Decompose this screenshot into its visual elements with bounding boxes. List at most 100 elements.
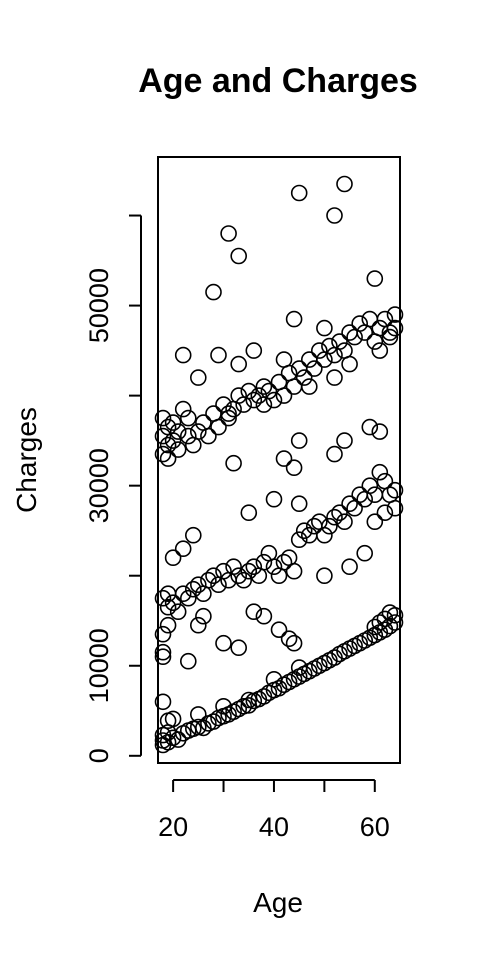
data-points	[154, 175, 404, 754]
data-point	[164, 594, 182, 612]
data-point	[245, 603, 263, 621]
data-point	[174, 400, 192, 418]
data-point	[336, 513, 353, 531]
data-point	[275, 351, 293, 368]
data-point	[290, 184, 308, 202]
data-point	[341, 355, 358, 373]
data-point	[371, 423, 389, 440]
data-point	[159, 436, 177, 454]
data-point	[300, 351, 318, 368]
data-point	[316, 567, 333, 585]
data-point	[321, 517, 338, 535]
data-point	[285, 562, 303, 580]
data-point	[154, 427, 172, 445]
data-point	[331, 333, 348, 350]
y-tick-label: 50000	[84, 268, 114, 343]
data-point	[336, 432, 353, 449]
y-axis: 0 10000 30000 50000	[84, 214, 142, 763]
data-point	[159, 598, 177, 616]
data-point	[230, 387, 247, 404]
data-point	[220, 409, 237, 427]
data-point	[310, 342, 328, 359]
data-point	[341, 558, 358, 576]
data-point	[180, 589, 197, 607]
y-tick-label: 30000	[84, 448, 114, 523]
data-point	[295, 522, 313, 540]
data-point	[386, 306, 404, 323]
y-tick-label: 0	[84, 748, 114, 763]
data-point	[336, 175, 353, 193]
data-point	[255, 607, 273, 625]
data-point	[230, 639, 247, 657]
y-tick-label: 10000	[84, 628, 114, 703]
data-point	[180, 409, 197, 427]
data-point	[285, 459, 303, 477]
data-point	[250, 387, 268, 404]
y-axis-label: Charges	[11, 407, 42, 513]
data-point	[190, 616, 207, 634]
data-point	[265, 391, 283, 409]
data-point	[154, 409, 172, 427]
data-point	[326, 508, 343, 526]
data-point	[225, 454, 242, 472]
data-point	[240, 562, 258, 580]
data-point	[290, 531, 308, 549]
data-point	[154, 648, 172, 666]
data-point	[290, 432, 308, 449]
data-point	[351, 315, 369, 332]
data-point	[154, 625, 172, 643]
data-point	[240, 504, 258, 522]
data-point	[154, 589, 172, 607]
data-point	[275, 553, 293, 571]
data-point	[169, 441, 187, 458]
data-point	[366, 618, 384, 636]
data-point	[290, 495, 308, 513]
data-point	[361, 418, 379, 436]
data-point	[371, 463, 389, 481]
data-point	[240, 382, 258, 400]
chart-title: Age and Charges	[138, 62, 418, 100]
data-point	[220, 405, 237, 422]
data-point	[285, 310, 303, 328]
data-point	[381, 328, 399, 346]
data-point	[174, 540, 192, 558]
data-point	[240, 691, 258, 709]
data-point	[190, 706, 207, 723]
data-point	[290, 360, 308, 377]
data-point	[265, 558, 283, 576]
x-axis: 20 40 60	[158, 779, 390, 842]
data-point	[376, 610, 394, 628]
data-point	[316, 319, 333, 337]
data-point	[245, 558, 263, 576]
data-point	[265, 670, 283, 688]
data-point	[200, 427, 217, 445]
data-point	[366, 513, 384, 531]
data-point	[245, 391, 263, 409]
data-point	[376, 504, 394, 522]
data-point	[230, 567, 247, 585]
data-point	[331, 504, 348, 522]
data-point	[371, 342, 389, 359]
data-point	[205, 567, 222, 585]
data-point	[386, 481, 404, 499]
data-point	[305, 360, 323, 377]
data-point	[386, 319, 404, 337]
data-point	[215, 697, 232, 715]
data-point	[205, 283, 222, 301]
data-point	[326, 207, 343, 224]
x-tick-label: 60	[360, 812, 390, 842]
data-point	[220, 225, 237, 242]
data-point	[154, 445, 172, 463]
data-point	[195, 607, 212, 625]
x-axis-label: Age	[253, 887, 303, 918]
data-point	[280, 630, 298, 648]
data-point	[285, 378, 303, 395]
data-point	[190, 423, 207, 440]
data-point	[386, 499, 404, 517]
data-point	[275, 450, 293, 467]
data-point	[190, 576, 207, 594]
data-point	[366, 270, 384, 287]
data-point	[326, 369, 343, 386]
data-point	[290, 659, 308, 676]
